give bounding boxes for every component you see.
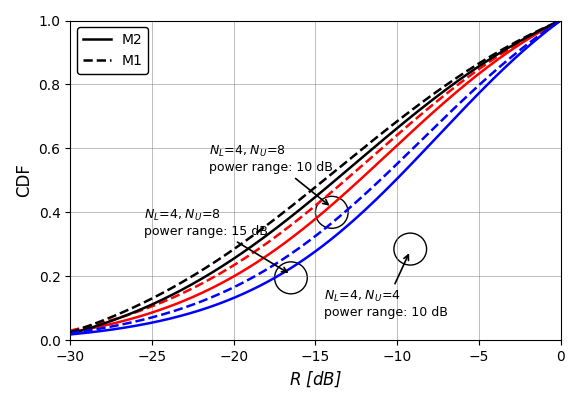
Text: $N_L$=4, $N_U$=8
power range: 15 dB: $N_L$=4, $N_U$=8 power range: 15 dB <box>144 208 287 272</box>
Text: $N_L$=4, $N_U$=8
power range: 10 dB: $N_L$=4, $N_U$=8 power range: 10 dB <box>209 144 333 204</box>
Legend: M2, M1: M2, M1 <box>77 27 148 74</box>
Y-axis label: CDF: CDF <box>15 163 33 197</box>
Text: $N_L$=4, $N_U$=4
power range: 10 dB: $N_L$=4, $N_U$=4 power range: 10 dB <box>324 255 448 319</box>
X-axis label: $R$ [dB]: $R$ [dB] <box>289 370 342 389</box>
